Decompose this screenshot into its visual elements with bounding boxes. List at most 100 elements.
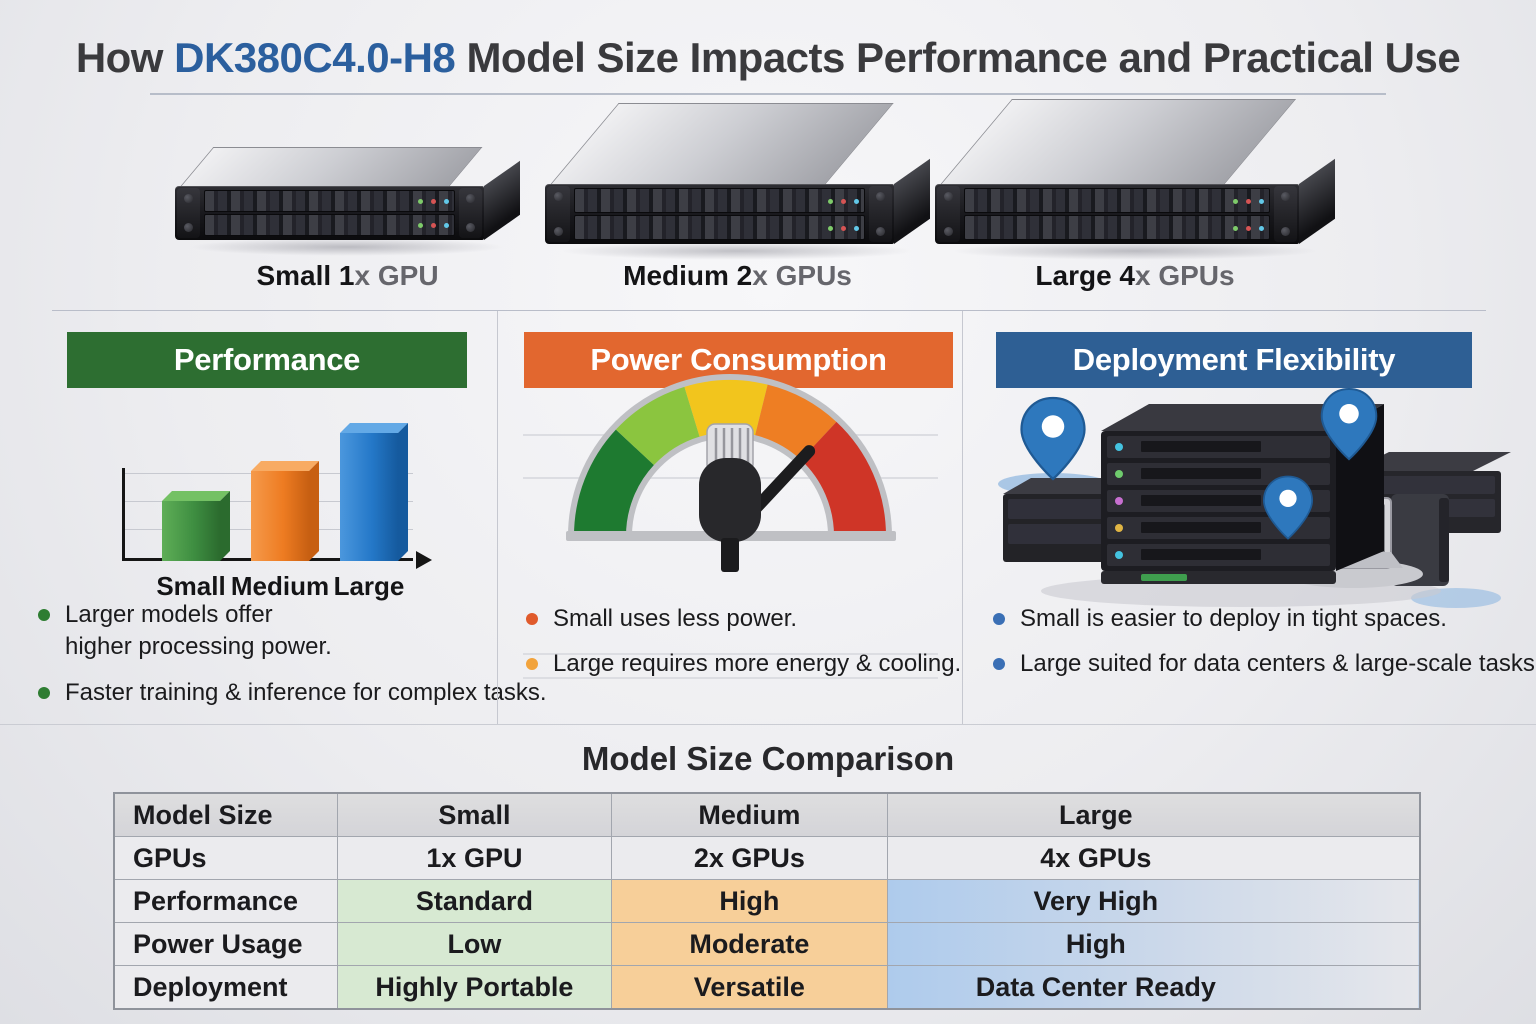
- bullet-item: Larger models offer higher processing po…: [38, 599, 547, 664]
- title-prefix: How: [75, 34, 175, 81]
- table-cell: 2x GPUs: [611, 836, 888, 880]
- column-header-large: Large: [886, 792, 1421, 837]
- bullet-dot: [38, 686, 50, 699]
- bar-small: [162, 491, 230, 561]
- rack-ear-right: [1274, 186, 1297, 242]
- location-pin-icon: [1320, 388, 1378, 461]
- performance-header: Performance: [67, 332, 467, 388]
- rack-ear-left: [177, 188, 200, 238]
- page-title: How DK380C4.0-H8 Model Size Impacts Perf…: [0, 34, 1536, 82]
- feature-columns: Performance Small Medium Large Larger mode…: [0, 311, 1536, 724]
- table-cell: High: [886, 922, 1421, 966]
- bar-face: [162, 501, 220, 561]
- deployment-header: Deployment Flexibility: [996, 332, 1472, 388]
- table-cell: Low: [336, 922, 613, 966]
- drive-bay-row: [204, 214, 455, 236]
- power-gauge: [550, 366, 910, 576]
- server-size-text: Small 1: [256, 260, 355, 291]
- server-small-illustration: [175, 142, 520, 256]
- bar-large: [340, 423, 408, 561]
- bar-face: [220, 491, 230, 561]
- bullet-text: Faster training & inference for complex …: [65, 678, 547, 706]
- deployment-section: Deployment Flexibility: [962, 311, 1536, 724]
- row-label: Performance: [113, 879, 338, 923]
- column-header-model-size: Model Size: [113, 792, 338, 837]
- row-label: GPUs: [113, 836, 338, 880]
- server-gpu-text: x GPUs: [1135, 260, 1235, 291]
- server-side-face: [1299, 158, 1335, 244]
- bar-medium: [251, 461, 319, 561]
- server-medium-label: Medium 2x GPUs: [545, 260, 930, 292]
- table-cell: Data Center Ready: [886, 965, 1421, 1010]
- server-gpu-text: x GPU: [354, 260, 439, 291]
- bar-face: [340, 433, 398, 561]
- server-large: Large 4x GPUs: [935, 98, 1335, 291]
- server-medium-illustration: [545, 102, 930, 260]
- comparison-table: Model Size Small Medium Large GPUs 1x GPU 2x …: [113, 792, 1421, 1010]
- background-rule: [523, 653, 938, 655]
- bullet-text: Large suited for data centers & large-sc…: [1020, 650, 1536, 678]
- rack-ear-right: [459, 188, 482, 238]
- bullet-text: Larger models offer higher processing po…: [65, 601, 332, 661]
- server-top-face: [549, 103, 894, 186]
- table-row: GPUs 1x GPU 2x GPUs 4x GPUs: [113, 836, 1421, 880]
- server-top-face: [939, 99, 1297, 186]
- table-cell: Moderate: [611, 922, 888, 966]
- rack-ear-right: [869, 186, 892, 242]
- server-shadow: [188, 238, 507, 256]
- server-front-panel: [175, 186, 484, 240]
- bullet-dot: [993, 613, 1005, 625]
- gauge-svg: [566, 374, 896, 572]
- bar-label: Large: [333, 571, 405, 601]
- server-size-text: Large 4: [1035, 260, 1135, 291]
- server-top-face: [179, 147, 483, 188]
- gauge-arcs: [568, 374, 892, 537]
- bullet-dot: [993, 658, 1005, 671]
- server-large-illustration: [935, 98, 1335, 260]
- server-medium: Medium 2x GPUs: [545, 102, 930, 291]
- deployment-svg: [998, 388, 1511, 608]
- title-suffix: Model Size Impacts Performance and Pract…: [455, 34, 1461, 81]
- server-shadow: [560, 242, 915, 260]
- gauge-segment: [615, 386, 701, 466]
- drive-bay-row: [574, 188, 865, 213]
- table-cell: High: [611, 879, 888, 923]
- server-gpu-text: x GPUs: [752, 260, 852, 291]
- server-front-panel: [545, 184, 894, 244]
- bullet-text: Small is easier to deploy in tight space…: [1020, 605, 1447, 632]
- table-cell: Versatile: [611, 965, 888, 1010]
- server-front-panel: [935, 184, 1299, 244]
- server-small-label: Small 1x GPU: [175, 260, 520, 292]
- rack-ear-left: [937, 186, 960, 242]
- chart-bars: [122, 361, 410, 561]
- gauge-segment: [754, 384, 837, 461]
- drive-bay-row: [204, 190, 455, 212]
- table-row: Deployment Highly Portable Versatile Data C…: [113, 965, 1421, 1010]
- bullet-item: Small uses less power.: [526, 603, 961, 635]
- table-cell: 1x GPU: [336, 836, 613, 880]
- column-header-small: Small: [336, 792, 613, 837]
- bar-face: [398, 423, 408, 561]
- table-row: Performance Standard High Very High: [113, 879, 1421, 923]
- column-header-medium: Medium: [611, 792, 888, 837]
- deployment-bullets: Small is easier to deploy in tight space…: [993, 603, 1536, 694]
- bullet-text: Small uses less power.: [553, 605, 798, 632]
- bullet-item: Large requires more energy & cooling.: [526, 648, 961, 680]
- row-label: Deployment: [113, 965, 338, 1010]
- background-rule: [523, 677, 938, 679]
- location-pin-icon: [1020, 396, 1086, 481]
- row-label: Power Usage: [113, 922, 338, 966]
- title-divider: [150, 93, 1386, 95]
- section-divider-bottom: [0, 724, 1536, 725]
- bullet-item: Faster training & inference for complex …: [38, 677, 547, 709]
- drive-bay-row: [964, 188, 1270, 213]
- bullet-text: Large requires more energy & cooling.: [553, 650, 962, 678]
- comparison-title: Model Size Comparison: [581, 740, 955, 777]
- performance-bullets: Larger models offer higher processing po…: [38, 599, 547, 722]
- drive-bay-row: [964, 215, 1270, 240]
- server-large-label: Large 4x GPUs: [935, 260, 1335, 292]
- server-small: Small 1x GPU: [175, 142, 520, 291]
- gauge-segment: [573, 429, 655, 537]
- section-divider-top: [52, 310, 1486, 311]
